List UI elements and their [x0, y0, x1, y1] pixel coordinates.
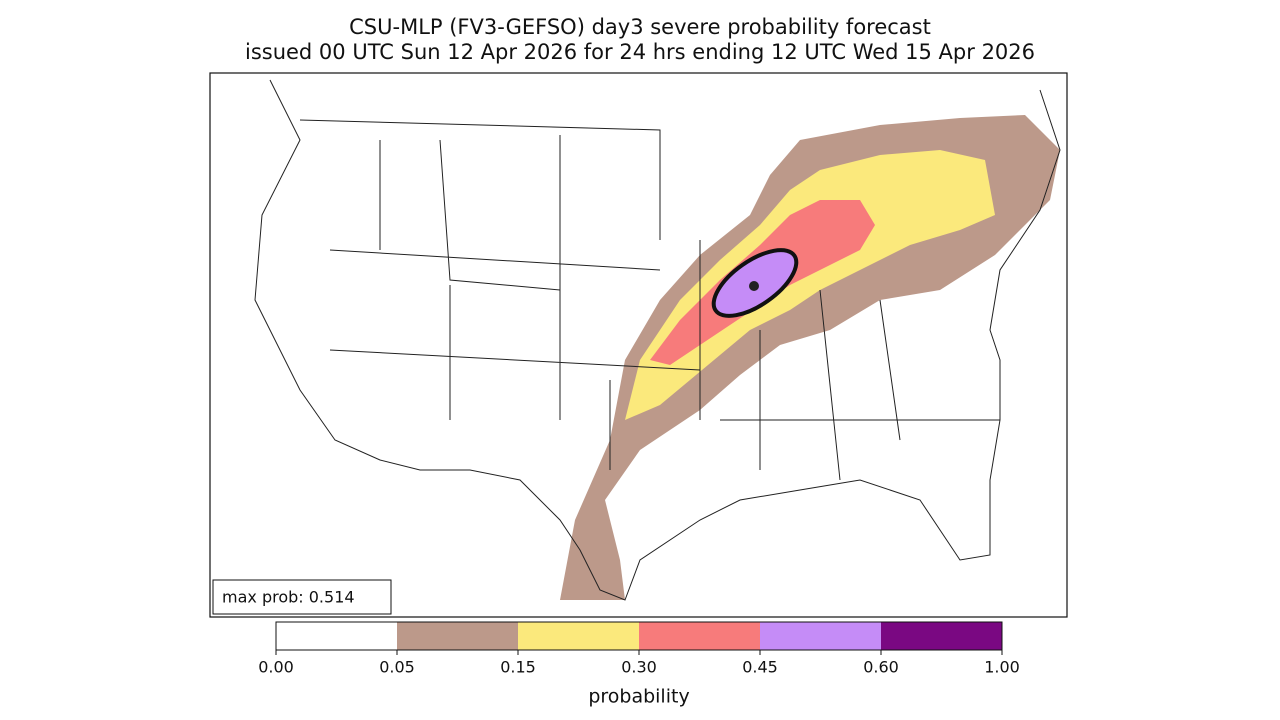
colorbar-tick-label: 0.05	[379, 658, 415, 677]
coastline	[254, 79, 1061, 601]
colorbar-segment	[881, 622, 1002, 650]
annotation-box	[212, 579, 392, 615]
colorbar-label: probability	[588, 686, 689, 708]
colorbar-tick-label: 0.45	[742, 658, 778, 677]
colorbar-tick-label: 0.60	[863, 658, 899, 677]
colorbar-segment	[639, 622, 760, 650]
subtitle: issued 00 UTC Sun 12 Apr 2026 for 24 hrs…	[245, 40, 1035, 64]
colorbar-tick-label: 0.00	[258, 658, 294, 677]
map-frame	[209, 72, 1068, 618]
colorbar-segment	[276, 622, 397, 650]
colorbar-tick-label: 1.00	[984, 658, 1020, 677]
colorbar-segment	[397, 622, 518, 650]
max-point	[749, 281, 759, 291]
colorbar-segment	[518, 622, 639, 650]
colorbar-tick-label: 0.15	[500, 658, 536, 677]
colorbar: 0.00 0.05 0.15 0.30 0.45 0.60 1.00	[258, 621, 1020, 677]
max-prob-annotation: max prob: 0.514	[222, 588, 355, 607]
prob-area-0.15	[625, 150, 995, 420]
title: CSU-MLP (FV3-GEFSO) day3 severe probabil…	[349, 15, 931, 39]
colorbar-tick-label: 0.30	[621, 658, 657, 677]
colorbar-segment	[760, 622, 881, 650]
map	[209, 72, 1068, 618]
state-borders	[299, 119, 1000, 481]
